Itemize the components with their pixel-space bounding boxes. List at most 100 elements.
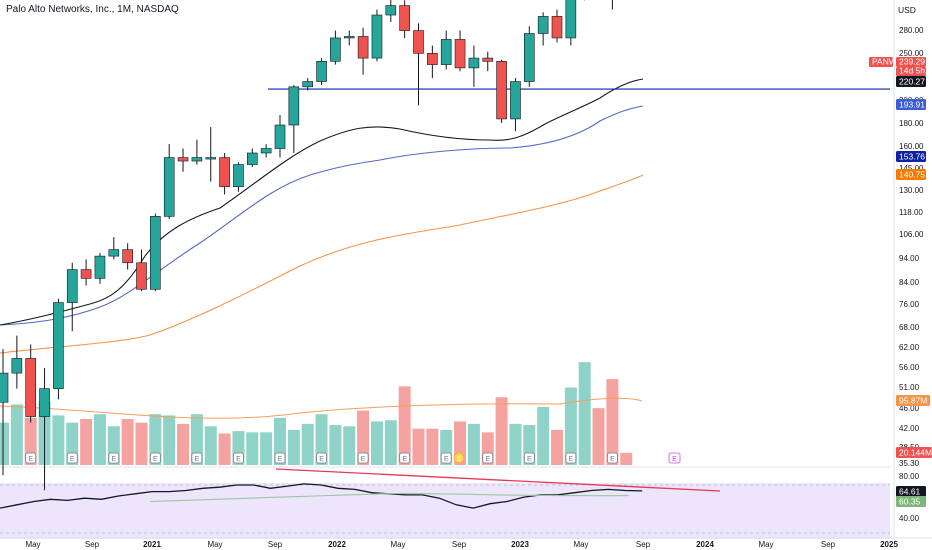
earnings-marker-icon xyxy=(66,452,78,464)
candle-body xyxy=(260,148,272,154)
earnings-marker-icon xyxy=(108,452,120,464)
volume-bar xyxy=(246,432,259,465)
candle xyxy=(611,0,613,10)
volume-bar xyxy=(80,419,93,465)
price-axis-tick: 118.00 xyxy=(899,208,923,217)
volume-bar xyxy=(578,362,591,465)
rsi-trendline xyxy=(275,468,721,492)
price-axis-tick: 145.00 xyxy=(899,164,924,173)
time-axis-label: May xyxy=(758,540,773,549)
time-axis-label: Sep xyxy=(85,540,100,549)
candle xyxy=(454,30,466,72)
earnings-marker-letter: E xyxy=(28,456,33,463)
earnings-marker-icon xyxy=(399,452,411,464)
rsi-ma-tag-bg xyxy=(896,496,926,507)
volume-bar xyxy=(287,429,300,465)
candle xyxy=(66,262,78,332)
candle-body xyxy=(94,255,106,279)
candle xyxy=(247,148,258,167)
last-price-tag-bg xyxy=(896,57,926,67)
candle-body xyxy=(39,388,50,417)
candle-body xyxy=(25,358,37,417)
rsi-ma-line xyxy=(149,493,629,503)
ema-mid-tag: 193.91 xyxy=(899,100,925,110)
earnings-marker-letter: E xyxy=(319,456,324,463)
candle-body xyxy=(108,249,120,257)
candle-body xyxy=(274,124,286,149)
earnings-marker-letter: E xyxy=(527,456,532,463)
volume-bar xyxy=(315,414,328,465)
volume-ma-line xyxy=(0,397,643,419)
candle-body xyxy=(191,157,203,162)
candle-body xyxy=(385,5,397,16)
volume-bar xyxy=(190,414,203,465)
candle xyxy=(122,243,133,270)
time-axis-label: May xyxy=(390,540,405,549)
candle xyxy=(288,85,300,153)
currency-label[interactable]: USD xyxy=(898,5,916,15)
candle xyxy=(0,349,9,476)
earnings-marker-icon xyxy=(274,452,286,464)
candle xyxy=(233,162,244,192)
candle-body xyxy=(205,157,217,160)
candle xyxy=(537,12,549,46)
price-axis-tick: 42.00 xyxy=(899,424,920,433)
candle xyxy=(468,45,480,87)
earnings-marker-icon xyxy=(149,452,161,464)
candle xyxy=(523,26,535,87)
volume-bar xyxy=(93,414,106,465)
candle xyxy=(399,0,410,38)
rsi-axis-tick: 80.00 xyxy=(899,472,920,481)
volume-bar xyxy=(412,428,425,465)
price-axis-tick: 180.00 xyxy=(899,119,924,128)
earnings-marker-icon xyxy=(25,452,37,464)
time-axis-label: May xyxy=(573,540,588,549)
earnings-marker-icon xyxy=(482,452,494,464)
volume-bar xyxy=(537,406,550,465)
price-axis-tick: 46.00 xyxy=(899,404,920,413)
volume-bar xyxy=(218,433,231,465)
candle xyxy=(510,78,521,132)
candle xyxy=(496,59,507,123)
volume-bar xyxy=(204,426,217,465)
volume-bar xyxy=(357,410,370,465)
price-axis-tick: 160.00 xyxy=(899,142,924,151)
volume-bar xyxy=(384,420,397,465)
earnings-marker-letter: E xyxy=(610,456,615,463)
candle-body xyxy=(330,37,341,62)
candle-body xyxy=(496,61,507,120)
volume-bar xyxy=(495,397,508,465)
candle-body xyxy=(565,0,577,39)
earnings-marker-letter: E xyxy=(195,456,200,463)
candle-body xyxy=(537,16,549,34)
candle-body xyxy=(80,269,92,279)
volume-bar xyxy=(301,423,314,465)
time-axis-label: Sep xyxy=(452,540,467,549)
volume-bar xyxy=(467,423,480,465)
candle-body xyxy=(482,57,494,62)
upcoming-earnings-icon xyxy=(668,452,681,464)
earnings-marker-letter: E xyxy=(361,456,366,463)
candle-body xyxy=(219,157,230,187)
earnings-marker-icon xyxy=(191,452,203,464)
price-axis-tick: 62.00 xyxy=(899,343,920,352)
earnings-marker-icon xyxy=(565,452,577,464)
volume-bar xyxy=(426,428,439,465)
rsi-ma-tag: 60.35 xyxy=(899,497,921,507)
price-axis-tick: 250.00 xyxy=(899,49,924,58)
candle-body xyxy=(288,86,300,126)
ema-mid-tag-bg xyxy=(896,99,926,110)
candle-body xyxy=(371,14,383,59)
earnings-marker-letter: E xyxy=(569,456,574,463)
candle xyxy=(80,259,92,286)
candle-body xyxy=(122,249,133,264)
candle xyxy=(343,30,355,46)
candle xyxy=(219,152,230,195)
candle-body xyxy=(0,372,9,403)
candle-body xyxy=(150,216,161,290)
earnings-marker-icon xyxy=(607,452,618,464)
price-axis-tick: 35.30 xyxy=(899,459,920,468)
volume-bar xyxy=(606,379,619,465)
candle-body xyxy=(427,53,438,65)
